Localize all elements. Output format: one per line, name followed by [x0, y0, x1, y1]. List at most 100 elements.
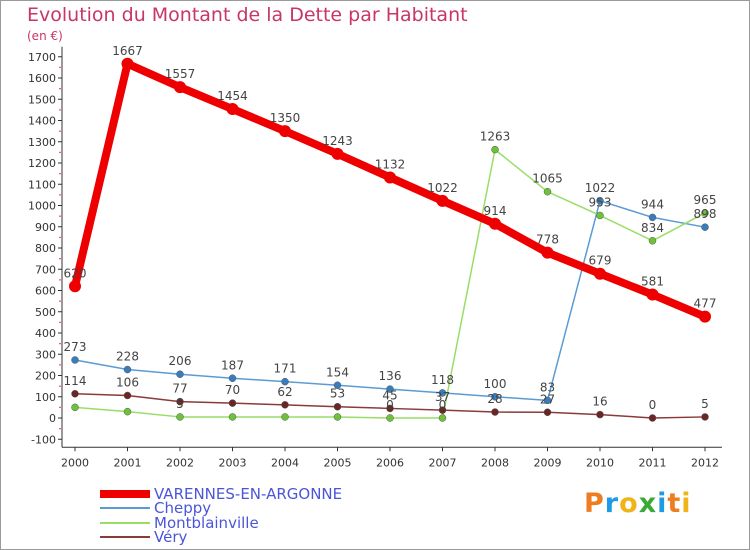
data-point-varennes [489, 217, 501, 230]
y-minor-tick [59, 279, 61, 281]
x-tick-label: 2002 [166, 456, 194, 469]
data-point-montblainville [228, 413, 237, 421]
y-minor-tick [59, 364, 61, 366]
data-point-cheppy [176, 370, 184, 378]
data-label-very: 70 [225, 383, 240, 397]
logo-letter: t [667, 488, 682, 519]
data-label-montblainville: 965 [694, 193, 717, 207]
y-minor-tick [59, 109, 61, 111]
y-minor-tick [59, 151, 61, 154]
y-tick-label: 1500 [28, 93, 56, 106]
data-point-cheppy [386, 385, 394, 393]
y-minor-tick [59, 406, 61, 409]
y-minor-tick [59, 236, 61, 239]
data-label-montblainville: 953 [589, 195, 612, 209]
logo-letter: x [638, 488, 658, 519]
y-minor-tick [59, 215, 61, 217]
legend-swatch-cheppy [100, 507, 150, 509]
data-point-montblainville [648, 237, 657, 245]
y-tick-label: 1600 [28, 72, 56, 85]
y-tick-label: 1300 [28, 136, 56, 149]
logo-letter: i [657, 488, 668, 519]
data-point-varennes [594, 267, 606, 280]
data-point-very [123, 391, 132, 400]
data-point-montblainville [176, 413, 184, 421]
data-point-varennes [174, 81, 186, 94]
data-label-montblainville: 1065 [532, 172, 563, 186]
x-tick-label: 2009 [534, 456, 562, 469]
y-tick-label: 1400 [28, 115, 56, 128]
y-tick-label: 900 [35, 221, 56, 234]
data-point-cheppy [543, 396, 552, 405]
data-label-cheppy: 228 [116, 350, 139, 364]
y-minor-tick [59, 427, 61, 430]
data-label-varennes: 1132 [375, 157, 406, 171]
logo-letter: i [681, 488, 692, 519]
data-label-very: 114 [64, 374, 87, 388]
chart-unit-label: (en €) [27, 29, 63, 43]
legend-swatch-very [100, 536, 150, 538]
chart-title: Evolution du Montant de la Dette par Hab… [27, 4, 468, 26]
x-tick-label: 2000 [61, 456, 89, 469]
x-tick-label: 2005 [324, 456, 352, 469]
data-label-cheppy: 187 [221, 358, 244, 372]
y-tick-label: 400 [35, 327, 56, 340]
y-tick-label: 300 [35, 348, 56, 361]
y-minor-tick [59, 385, 61, 387]
data-label-cheppy: 944 [641, 197, 664, 211]
data-label-varennes: 1667 [112, 44, 143, 58]
data-point-montblainville [71, 403, 79, 412]
data-point-montblainville [333, 413, 342, 421]
data-point-very [176, 397, 184, 406]
x-tick-label: 2001 [114, 456, 142, 469]
data-label-very: 77 [172, 382, 187, 396]
data-label-very: 5 [701, 397, 709, 411]
data-label-cheppy: 83 [540, 380, 555, 394]
data-point-montblainville [491, 145, 499, 154]
data-label-montblainville: 0 [386, 398, 394, 412]
data-point-cheppy [438, 389, 447, 397]
data-point-varennes [226, 103, 239, 116]
data-point-cheppy [596, 197, 604, 205]
y-tick-label: -100 [31, 433, 56, 446]
data-point-very [333, 402, 342, 411]
data-label-very: 16 [592, 395, 607, 409]
data-point-montblainville [596, 211, 604, 220]
data-label-varennes: 679 [589, 254, 612, 268]
data-point-very [648, 414, 657, 422]
data-label-varennes: 477 [694, 297, 717, 311]
data-label-very: 27 [540, 392, 555, 406]
data-point-varennes [384, 171, 396, 184]
legend-swatch-varennes [100, 490, 150, 498]
x-tick-label: 2006 [376, 456, 404, 469]
y-minor-tick [59, 172, 61, 175]
data-point-montblainville [438, 414, 447, 422]
logo-letter: r [604, 488, 620, 519]
data-point-very [596, 410, 604, 419]
legend-label-varennes: VARENNES-EN-ARGONNE [154, 485, 343, 503]
data-label-cheppy: 206 [169, 354, 192, 368]
data-point-varennes [279, 125, 291, 138]
data-point-varennes [436, 194, 449, 207]
data-label-varennes: 1350 [270, 111, 301, 125]
x-tick-label: 2003 [219, 456, 247, 469]
data-point-cheppy [648, 213, 657, 222]
y-minor-tick [59, 66, 61, 69]
data-label-very: 106 [116, 375, 139, 389]
data-label-very: 28 [487, 392, 502, 406]
data-point-cheppy [123, 365, 132, 374]
data-point-montblainville [543, 187, 552, 196]
legend-item-varennes: VARENNES-EN-ARGONNE [100, 485, 343, 503]
data-point-very [701, 413, 709, 421]
data-label-montblainville: 0 [439, 398, 447, 412]
data-label-varennes: 1454 [217, 89, 248, 103]
legend-label-very: Véry [154, 528, 188, 546]
legend-item-very: Véry [100, 528, 188, 546]
data-point-cheppy [333, 381, 342, 390]
data-label-cheppy: 1022 [585, 181, 616, 195]
x-tick-label: 2004 [271, 456, 299, 469]
data-label-very: 62 [277, 385, 292, 399]
y-tick-label: 700 [35, 263, 56, 276]
data-label-very: 45 [382, 388, 397, 402]
